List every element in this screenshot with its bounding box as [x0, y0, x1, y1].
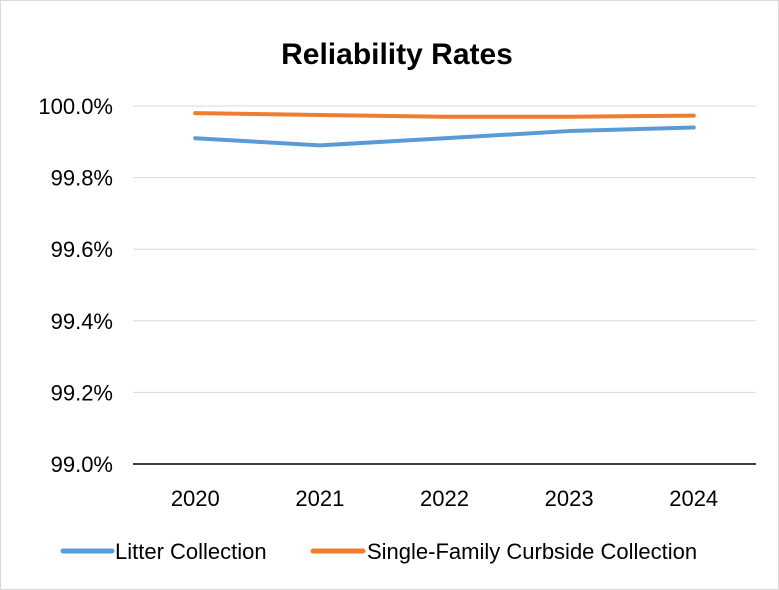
y-tick-label: 100.0%: [38, 94, 113, 119]
y-tick-label: 99.8%: [51, 166, 113, 191]
legend-label: Litter Collection: [115, 539, 267, 564]
data-point: [317, 143, 322, 148]
data-point: [193, 111, 198, 116]
x-tick-label: 2023: [545, 486, 594, 511]
y-tick-label: 99.2%: [51, 380, 113, 405]
data-point: [567, 129, 572, 134]
x-tick-label: 2022: [420, 486, 469, 511]
chart-title: Reliability Rates: [281, 38, 513, 71]
series-2: [193, 111, 696, 119]
legend: Litter Collection Single-Family Curbside …: [60, 539, 697, 564]
series-1: [193, 125, 696, 148]
data-point: [691, 125, 696, 130]
data-point: [317, 112, 322, 117]
x-tick-label: 2021: [295, 486, 344, 511]
data-point: [442, 136, 447, 141]
gridlines: [133, 105, 756, 393]
y-tick-label: 99.4%: [51, 309, 113, 334]
x-axis: 2020 2021 2022 2023 2024: [133, 463, 756, 511]
y-tick-label: 99.0%: [51, 452, 113, 477]
y-tick-label: 99.6%: [51, 237, 113, 262]
x-tick-label: 2020: [171, 486, 220, 511]
legend-item: Litter Collection: [60, 539, 267, 564]
data-point: [691, 113, 696, 118]
series-lines: [193, 111, 696, 148]
legend-item: Single-Family Curbside Collection: [310, 539, 697, 564]
y-axis-ticks: 99.0% 99.2% 99.4% 99.6% 99.8% 100.0%: [38, 94, 113, 477]
x-tick-label: 2024: [669, 486, 718, 511]
legend-label: Single-Family Curbside Collection: [367, 539, 697, 564]
data-point: [193, 136, 198, 141]
data-point: [442, 114, 447, 119]
data-point: [567, 114, 572, 119]
